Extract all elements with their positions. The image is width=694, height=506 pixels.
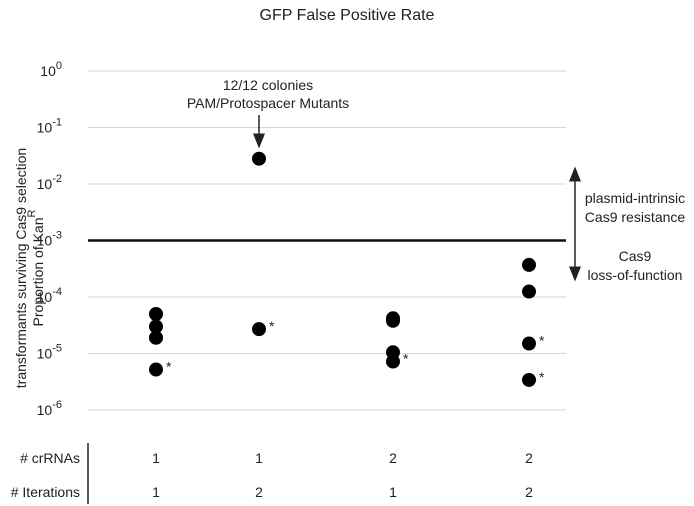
significance-marker: *	[403, 351, 409, 367]
data-point	[252, 322, 266, 337]
significance-marker: *	[269, 318, 275, 334]
significance-marker: *	[539, 369, 545, 385]
y-tick-label: 10-1	[37, 117, 62, 136]
y-tick-label: 10-2	[37, 173, 62, 192]
below-threshold-label-line2: loss-of-function	[588, 267, 683, 283]
y-axis-label-superscript: R	[26, 209, 38, 217]
data-point	[386, 313, 400, 328]
data-point	[386, 354, 400, 369]
table-row-label: # crRNAs	[20, 450, 80, 466]
table-cell: 2	[525, 484, 533, 500]
data-point	[522, 284, 536, 299]
top-point-annotation-line2: PAM/Protospacer Mutants	[187, 95, 349, 111]
y-axis-ticks: 100 10-1 10-2 10-3 10-4 10-5 10-6	[37, 60, 62, 418]
y-axis-label-line2: Proportion of KanR	[26, 209, 46, 326]
data-points: * * * * *	[149, 151, 545, 387]
y-tick-label: 10-4	[37, 286, 62, 305]
y-axis-label: transformants surviving Cas9 selection P…	[13, 148, 46, 388]
table-cell: 1	[255, 450, 263, 466]
data-point	[522, 372, 536, 387]
above-threshold-label-line1: plasmid-intrinsic	[585, 190, 685, 206]
data-point	[149, 319, 163, 334]
data-point	[522, 336, 536, 351]
table-cell: 1	[152, 450, 160, 466]
table-cell: 2	[389, 450, 397, 466]
top-point-annotation-line1: 12/12 colonies	[223, 77, 313, 93]
y-tick-label: 10-3	[37, 230, 62, 249]
table-cell: 1	[152, 484, 160, 500]
y-axis-label-line2-prefix: Proportion of Kan	[30, 217, 46, 326]
below-threshold-label-line1: Cas9	[619, 248, 652, 264]
data-point	[252, 151, 266, 166]
above-threshold-label-line2: Cas9 resistance	[585, 209, 686, 225]
y-tick-label: 10-6	[37, 399, 62, 418]
y-axis-label-line1: transformants surviving Cas9 selection	[13, 148, 29, 388]
y-tick-label: 10-5	[37, 343, 62, 362]
data-point	[522, 257, 536, 272]
y-tick-label: 100	[40, 60, 62, 79]
significance-marker: *	[166, 359, 172, 375]
data-point	[149, 362, 163, 377]
table-cell: 2	[525, 450, 533, 466]
table-cell: 2	[255, 484, 263, 500]
data-point	[149, 307, 163, 322]
data-point	[149, 330, 163, 345]
table-cell: 1	[389, 484, 397, 500]
top-point-annotation: 12/12 colonies PAM/Protospacer Mutants	[187, 77, 349, 149]
condition-table: # crRNAs 1 1 2 2 # Iterations 1 2 1 2	[11, 450, 533, 500]
significance-marker: *	[539, 333, 545, 349]
table-row-label: # Iterations	[11, 484, 80, 500]
chart-title: GFP False Positive Rate	[260, 7, 435, 24]
